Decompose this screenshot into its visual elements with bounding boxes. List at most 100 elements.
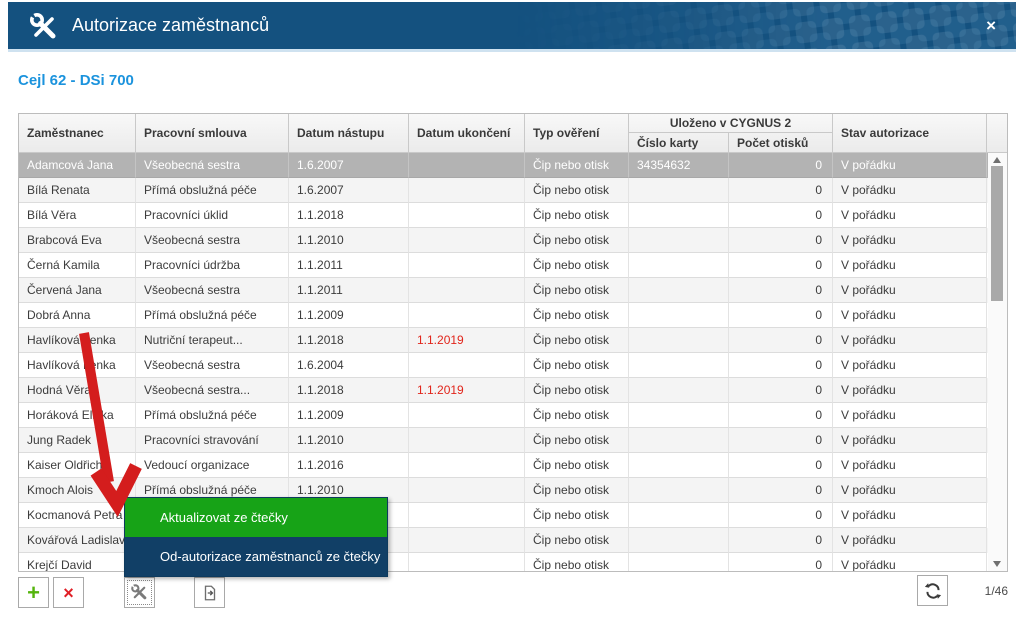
cell-verification: Čip nebo otisk [525, 328, 629, 353]
refresh-button[interactable] [917, 575, 948, 606]
vertical-scrollbar[interactable] [988, 153, 1007, 571]
cell-verification: Čip nebo otisk [525, 528, 629, 553]
cell-card-number [629, 203, 729, 228]
plus-icon: + [27, 579, 40, 605]
table-row[interactable]: Kaiser Oldřich Vedoucí organizace 1.1.2016… [19, 453, 1007, 478]
cell-verification: Čip nebo otisk [525, 553, 629, 571]
cell-start-date: 1.6.2007 [289, 153, 409, 178]
table-row[interactable]: Hodná Věra Všeobecná sestra... 1.1.2018 1.1… [19, 378, 1007, 403]
cell-contract: Přímá obslužná péče [136, 403, 289, 428]
column-header-verification[interactable]: Typ ověření [525, 114, 629, 152]
cell-status: V pořádku [833, 228, 987, 253]
cell-contract: Všeobecná sestra [136, 228, 289, 253]
cell-status: V pořádku [833, 528, 987, 553]
cell-end-date [409, 503, 525, 528]
add-button[interactable]: + [18, 577, 49, 608]
cell-end-date [409, 478, 525, 503]
dialog-titlebar: Autorizace zaměstnanců × [8, 2, 1016, 52]
cell-start-date: 1.1.2009 [289, 403, 409, 428]
cell-contract: Všeobecná sestra... [136, 378, 289, 403]
table-row[interactable]: Havlíková Lenka Nutriční terapeut... 1.1.2… [19, 328, 1007, 353]
scroll-down-icon[interactable] [993, 561, 1001, 567]
column-header-start-date[interactable]: Datum nástupu [289, 114, 409, 152]
column-header-card-number[interactable]: Číslo karty [629, 133, 729, 152]
cell-employee: Brabcová Eva [19, 228, 136, 253]
table-row[interactable]: Černá Kamila Pracovníci údržba 1.1.2011 Čip… [19, 253, 1007, 278]
cell-start-date: 1.6.2007 [289, 178, 409, 203]
cell-verification: Čip nebo otisk [525, 303, 629, 328]
cell-status: V pořádku [833, 278, 987, 303]
x-icon: × [63, 582, 74, 603]
refresh-icon [924, 582, 942, 600]
cell-status: V pořádku [833, 253, 987, 278]
cell-start-date: 1.1.2018 [289, 328, 409, 353]
table-row[interactable]: Kmoch Alois Přímá obslužná péče 1.1.2010 Či… [19, 478, 1007, 503]
cell-verification: Čip nebo otisk [525, 203, 629, 228]
cell-verification: Čip nebo otisk [525, 278, 629, 303]
cell-start-date: 1.1.2016 [289, 453, 409, 478]
menu-item-update-from-reader[interactable]: Aktualizovat ze čtečky [125, 498, 387, 537]
cell-contract: Nutriční terapeut... [136, 328, 289, 353]
close-icon[interactable]: × [986, 16, 996, 35]
column-header-spacer [987, 114, 1007, 152]
cell-card-number [629, 378, 729, 403]
cell-employee: Havlíková Lenka [19, 328, 136, 353]
scroll-up-icon[interactable] [993, 157, 1001, 163]
cell-verification: Čip nebo otisk [525, 478, 629, 503]
table-row[interactable]: Horáková Eliška Přímá obslužná péče 1.1.20… [19, 403, 1007, 428]
cell-start-date: 1.6.2004 [289, 353, 409, 378]
cell-verification: Čip nebo otisk [525, 353, 629, 378]
cell-status: V pořádku [833, 503, 987, 528]
cell-start-date: 1.1.2010 [289, 428, 409, 453]
tools-button[interactable] [124, 577, 155, 608]
cell-employee: Jung Radek [19, 428, 136, 453]
cell-end-date [409, 353, 525, 378]
scrollbar-thumb[interactable] [991, 166, 1003, 301]
page-indicator: 1/46 [984, 584, 1008, 598]
table-row[interactable]: Bílá Renata Přímá obslužná péče 1.6.2007 Či… [19, 178, 1007, 203]
cell-status: V pořádku [833, 203, 987, 228]
titlebar-mosaic-pattern [8, 2, 1016, 49]
cell-card-number [629, 503, 729, 528]
table-row[interactable]: Adamcová Jana Všeobecná sestra 1.6.2007 Čip… [19, 153, 1007, 178]
cell-card-number [629, 353, 729, 378]
cell-verification: Čip nebo otisk [525, 428, 629, 453]
export-button[interactable] [194, 577, 225, 608]
cell-employee: Krejčí David [19, 553, 136, 571]
cell-card-number [629, 528, 729, 553]
cell-status: V pořádku [833, 328, 987, 353]
column-header-end-date[interactable]: Datum ukončení [409, 114, 525, 152]
cell-end-date [409, 228, 525, 253]
table-row[interactable]: Brabcová Eva Všeobecná sestra 1.1.2010 Čip … [19, 228, 1007, 253]
menu-item-deauthorize-from-reader[interactable]: Od-autorizace zaměstnanců ze čtečky [125, 537, 387, 576]
cell-card-number [629, 303, 729, 328]
column-header-contract[interactable]: Pracovní smlouva [136, 114, 289, 152]
cell-status: V pořádku [833, 178, 987, 203]
cell-card-number [629, 553, 729, 571]
cell-employee: Kaiser Oldřich [19, 453, 136, 478]
table-row[interactable]: Jung Radek Pracovníci stravování 1.1.2010 Č… [19, 428, 1007, 453]
table-row[interactable]: Havlíková Lenka Všeobecná sestra 1.6.2004 Č… [19, 353, 1007, 378]
cell-fingerprints: 0 [729, 178, 833, 203]
table-row[interactable]: Červená Jana Všeobecná sestra 1.1.2011 Čip … [19, 278, 1007, 303]
device-subtitle: Cejl 62 - DSi 700 [18, 72, 134, 89]
cell-employee: Horáková Eliška [19, 403, 136, 428]
cell-fingerprints: 0 [729, 203, 833, 228]
cell-start-date: 1.1.2018 [289, 203, 409, 228]
table-row[interactable]: Bílá Věra Pracovníci úklid 1.1.2018 Čip neb… [19, 203, 1007, 228]
cell-status: V pořádku [833, 403, 987, 428]
cell-end-date [409, 453, 525, 478]
cell-verification: Čip nebo otisk [525, 503, 629, 528]
cell-contract: Vedoucí organizace [136, 453, 289, 478]
delete-button[interactable]: × [53, 577, 84, 608]
table-row[interactable]: Dobrá Anna Přímá obslužná péče 1.1.2009 Čip… [19, 303, 1007, 328]
column-header-fingerprint-count[interactable]: Počet otisků [729, 133, 833, 152]
cell-card-number [629, 328, 729, 353]
column-header-status[interactable]: Stav autorizace [833, 114, 987, 152]
export-document-icon [201, 584, 219, 602]
column-header-employee[interactable]: Zaměstnanec [19, 114, 136, 152]
cell-status: V pořádku [833, 553, 987, 571]
cell-fingerprints: 0 [729, 328, 833, 353]
cell-card-number [629, 478, 729, 503]
page-title: Autorizace zaměstnanců [72, 15, 270, 35]
